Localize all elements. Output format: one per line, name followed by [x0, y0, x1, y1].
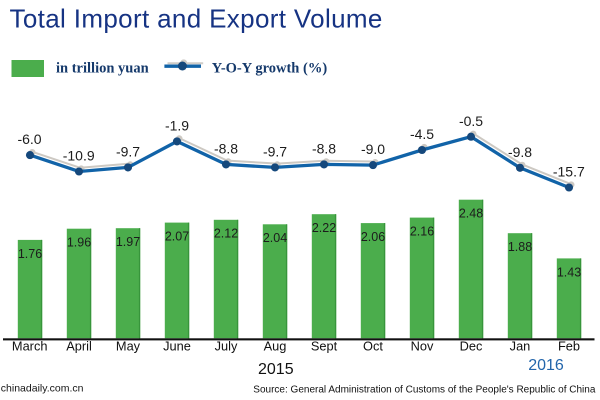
svg-text:2016: 2016	[528, 357, 564, 374]
svg-text:Dec: Dec	[460, 339, 483, 354]
svg-text:-9.7: -9.7	[263, 144, 287, 160]
svg-text:2.48: 2.48	[459, 207, 483, 221]
svg-text:July: July	[215, 339, 238, 354]
svg-text:-0.5: -0.5	[459, 113, 483, 129]
svg-text:1.97: 1.97	[116, 235, 140, 249]
svg-text:March: March	[12, 339, 48, 354]
svg-text:-8.8: -8.8	[312, 141, 336, 157]
svg-text:in trillion yuan: in trillion yuan	[56, 60, 149, 76]
svg-text:2.12: 2.12	[214, 227, 238, 241]
svg-text:-6.0: -6.0	[17, 131, 41, 147]
svg-text:-10.9: -10.9	[63, 148, 95, 164]
svg-text:1.76: 1.76	[18, 247, 42, 261]
svg-text:-15.7: -15.7	[553, 164, 585, 180]
svg-text:June: June	[163, 339, 191, 354]
svg-text:April: April	[66, 339, 92, 354]
svg-text:Total Import and Export Volume: Total Import and Export Volume	[10, 3, 383, 33]
svg-text:2.16: 2.16	[410, 225, 434, 239]
svg-text:1.88: 1.88	[508, 240, 532, 254]
svg-text:chinadaily.com.cn: chinadaily.com.cn	[1, 382, 84, 394]
svg-text:Jan: Jan	[510, 339, 531, 354]
svg-text:Source: General Administration: Source: General Administration of Custom…	[253, 385, 596, 396]
svg-text:Nov: Nov	[411, 339, 434, 354]
svg-text:2.06: 2.06	[361, 230, 385, 244]
svg-text:Aug: Aug	[264, 339, 287, 354]
svg-text:-8.8: -8.8	[214, 141, 238, 157]
svg-text:Y-O-Y growth (%): Y-O-Y growth (%)	[212, 60, 328, 76]
svg-text:-9.0: -9.0	[361, 141, 385, 157]
svg-text:-9.7: -9.7	[116, 144, 140, 160]
svg-text:2.04: 2.04	[263, 231, 287, 245]
svg-text:2015: 2015	[258, 361, 294, 378]
svg-text:-9.8: -9.8	[508, 144, 532, 160]
svg-text:Sept: Sept	[311, 339, 338, 354]
svg-text:-1.9: -1.9	[165, 118, 189, 134]
svg-text:2.22: 2.22	[312, 221, 336, 235]
svg-text:2.07: 2.07	[165, 230, 189, 244]
svg-text:-4.5: -4.5	[410, 126, 434, 142]
svg-text:1.43: 1.43	[557, 265, 581, 279]
svg-text:May: May	[116, 339, 141, 354]
svg-text:1.96: 1.96	[67, 236, 91, 250]
svg-text:Oct: Oct	[363, 339, 383, 354]
svg-text:Feb: Feb	[558, 339, 580, 354]
